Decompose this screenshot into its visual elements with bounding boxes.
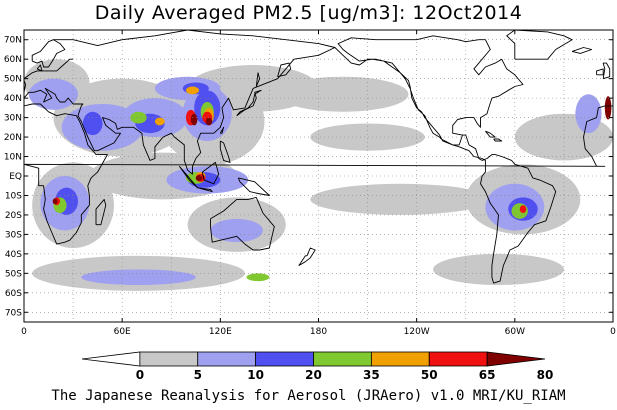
colorbar: 0 5 10 20 35 50 65 80: [81, 351, 554, 382]
credit-line: The Japanese Reanalysis for Aerosol (JRA…: [51, 388, 566, 404]
coastline-12: [334, 35, 557, 284]
coastline-3: [210, 196, 275, 251]
page-title: Daily Averaged PM2.5 [ug/m3]: 12Oct2014: [94, 2, 523, 24]
pm25-region-21: [210, 218, 263, 243]
colorbar-swatch-4: [313, 351, 372, 367]
pm25-region-51: [604, 96, 612, 120]
colorbar-swatch-1: [139, 351, 199, 367]
pm25-region-3: [277, 76, 409, 112]
axis-ticks: 70N 60N 50N 40N 30N 20N 10N EQ 10S 20S 30S 40S 50S 60…: [4, 30, 616, 337]
colorbar-label: 80: [537, 368, 554, 382]
coastline-17: [602, 62, 611, 80]
lat-label: 70S: [5, 308, 22, 318]
pm25-region-47: [190, 113, 198, 126]
colorbar-over: [486, 351, 546, 367]
lon-label: 120W: [404, 327, 430, 337]
lat-label: 40S: [5, 250, 22, 260]
coastline-14: [493, 138, 503, 142]
lat-label: 10S: [5, 191, 22, 201]
coastline-13: [485, 130, 496, 138]
pm25-region-50: [52, 198, 58, 205]
pm25-region-48: [205, 117, 213, 126]
colorbar-label: 0: [136, 368, 144, 382]
colorbar-label: 10: [247, 368, 264, 382]
colorbar-label: 35: [363, 368, 380, 382]
pm25-region-39: [154, 117, 165, 126]
coastline-11: [298, 247, 316, 266]
pm25-region-9: [310, 183, 491, 215]
lat-label: 30N: [4, 114, 22, 124]
coastline-10: [219, 140, 231, 163]
lat-label: 70N: [4, 36, 22, 46]
colorbar-under: [81, 351, 141, 367]
lon-label: 120E: [209, 327, 232, 337]
graticule: [24, 30, 613, 322]
coastlines: [24, 30, 613, 284]
colorbar-swatch-3: [255, 351, 314, 367]
coastline-8: [236, 89, 262, 117]
lat-label: 60S: [5, 289, 22, 299]
lat-label: 50S: [5, 269, 22, 279]
lat-label: 20N: [4, 133, 22, 143]
colorbar-swatch-6: [428, 351, 488, 367]
coastline-16: [571, 47, 593, 54]
coastline-21: [24, 58, 74, 80]
coastline-1: [24, 103, 613, 245]
coastline-0: [24, 30, 336, 175]
coastline-6: [201, 161, 220, 185]
pm25-region-23: [81, 269, 196, 286]
coastline-5: [197, 187, 213, 193]
colorbar-label: 5: [194, 368, 202, 382]
lat-label: 10N: [4, 153, 22, 163]
lon-label: 0: [21, 327, 27, 337]
coastline-15: [506, 30, 573, 60]
lat-label: 40N: [4, 94, 22, 104]
colorbar-label: 20: [305, 368, 322, 382]
pm25-region-45: [519, 205, 527, 213]
lon-label: 60E: [114, 327, 131, 337]
lat-label: 30S: [5, 230, 22, 240]
coastline-19: [31, 39, 66, 68]
coastline-7: [237, 177, 270, 196]
coastline-22: [24, 78, 27, 93]
lat-label: EQ: [9, 172, 22, 182]
lon-label: 0: [610, 327, 616, 337]
lon-label: 180: [310, 327, 327, 337]
pm25-region-37: [246, 273, 270, 282]
pm25-region-24: [575, 94, 602, 134]
pm25-region-4: [310, 123, 425, 151]
coastline-9: [219, 126, 225, 134]
coastline-23: [255, 72, 261, 87]
pm25-region-11: [433, 253, 564, 286]
lon-label: 60W: [505, 327, 525, 337]
pm25-region-49: [195, 175, 203, 181]
colorbar-swatch-5: [370, 351, 430, 367]
colorbar-swatch-2: [197, 351, 257, 367]
coastline-20: [36, 64, 43, 72]
pm25-region-25: [82, 111, 103, 136]
pm25-region-18: [28, 78, 78, 110]
pm25-region-38: [185, 86, 200, 95]
lat-label: 60N: [4, 55, 22, 65]
pm25-region-32: [130, 111, 147, 124]
lat-label: 20S: [5, 211, 22, 221]
coastline-2: [95, 198, 107, 226]
colorbar-label: 50: [421, 368, 438, 382]
colorbar-label: 65: [479, 368, 496, 382]
coastline-18: [596, 68, 604, 76]
coastline-24: [277, 62, 292, 78]
lat-label: 50N: [4, 75, 22, 85]
